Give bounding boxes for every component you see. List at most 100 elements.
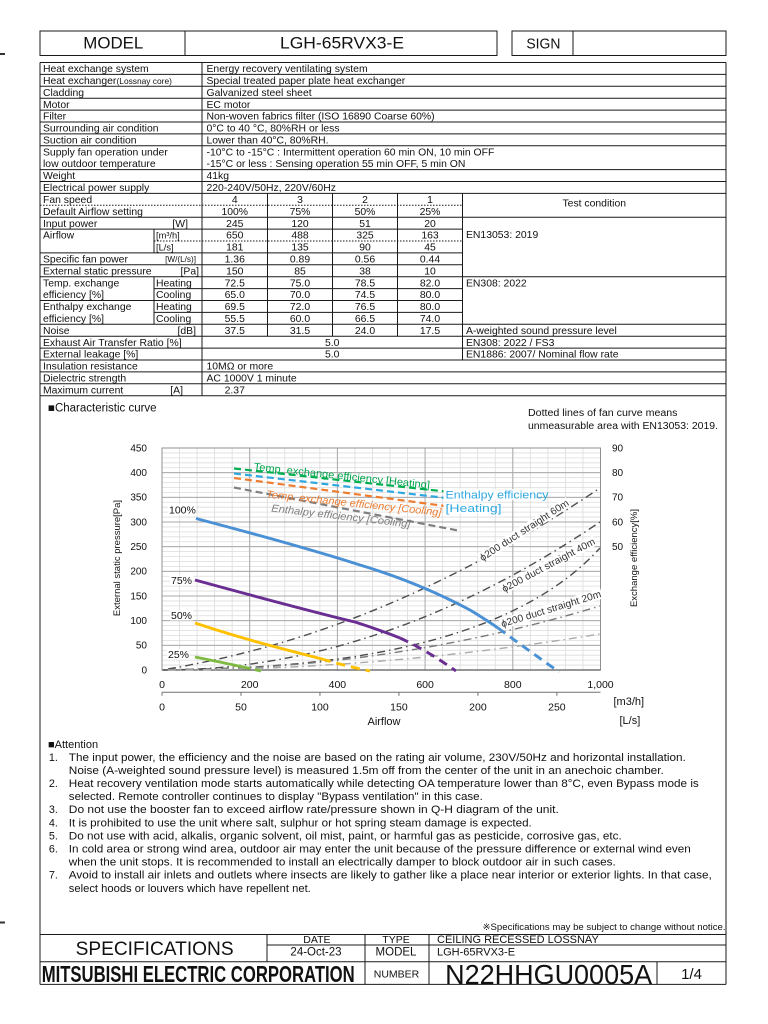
svg-text:[m3/h]: [m3/h] — [614, 696, 645, 708]
svg-text:Airflow: Airflow — [367, 716, 400, 728]
svg-text:75.0: 75.0 — [290, 278, 310, 289]
svg-text:Special treated paper plate he: Special treated paper plate heat exchang… — [207, 76, 406, 87]
svg-text:38: 38 — [359, 266, 371, 277]
svg-text:150: 150 — [130, 591, 147, 602]
svg-text:0: 0 — [159, 702, 165, 714]
svg-text:74.5: 74.5 — [355, 290, 375, 301]
svg-text:10MΩ or more: 10MΩ or more — [207, 362, 274, 373]
svg-text:250: 250 — [548, 702, 566, 714]
svg-text:85: 85 — [294, 266, 306, 277]
svg-text:2.: 2. — [49, 778, 58, 790]
svg-text:650: 650 — [226, 231, 244, 242]
svg-text:76.5: 76.5 — [355, 302, 375, 313]
svg-text:150: 150 — [390, 702, 408, 714]
svg-text:Airflow: Airflow — [43, 231, 75, 242]
svg-text:50: 50 — [136, 641, 148, 652]
svg-text:50%: 50% — [171, 610, 192, 622]
svg-text:SIGN: SIGN — [526, 35, 560, 52]
svg-text:EN308: 2022 / FS3: EN308: 2022 / FS3 — [466, 338, 555, 349]
svg-text:10: 10 — [424, 266, 436, 277]
svg-text:120: 120 — [291, 219, 309, 230]
svg-text:Surrounding air condition: Surrounding air condition — [43, 124, 159, 135]
svg-text:Supply fan operation under: Supply fan operation under — [43, 147, 168, 158]
svg-text:80: 80 — [612, 468, 624, 479]
svg-text:0°C to 40 °C, 80%RH or less: 0°C to 40 °C, 80%RH or less — [207, 124, 340, 135]
svg-text:It is prohibited to use the un: It is prohibited to use the unit where s… — [69, 817, 532, 829]
svg-text:LGH-65RVX3-E: LGH-65RVX3-E — [437, 946, 515, 958]
svg-text:3: 3 — [297, 195, 303, 206]
svg-text:when the unit stops. It is rec: when the unit stops. It is recommended t… — [68, 857, 616, 869]
svg-text:2: 2 — [362, 195, 368, 206]
svg-text:[Pa]: [Pa] — [181, 266, 200, 277]
svg-text:Heating: Heating — [156, 278, 192, 289]
svg-text:Heating: Heating — [156, 302, 192, 313]
svg-text:EN308: 2022: EN308: 2022 — [466, 279, 527, 290]
svg-text:78.5: 78.5 — [355, 278, 375, 289]
svg-text:AC 1000V 1 minute: AC 1000V 1 minute — [207, 373, 297, 384]
svg-text:17.5: 17.5 — [420, 326, 440, 337]
svg-text:(Lossnay core): (Lossnay core) — [117, 76, 173, 86]
svg-text:24.0: 24.0 — [355, 326, 375, 337]
svg-text:-10°C to -15°C : Intermittent: -10°C to -15°C : Intermittent operation … — [207, 147, 495, 158]
svg-text:5.0: 5.0 — [325, 350, 340, 361]
svg-text:0.56: 0.56 — [355, 254, 375, 265]
svg-text:70: 70 — [612, 493, 624, 504]
svg-text:100%: 100% — [221, 207, 248, 218]
svg-text:Dotted lines of fan curve mean: Dotted lines of fan curve means — [528, 408, 678, 419]
svg-text:[L/s]: [L/s] — [156, 243, 174, 253]
svg-text:Heat exchanger: Heat exchanger — [43, 76, 117, 87]
svg-text:Heat exchange system: Heat exchange system — [43, 64, 149, 75]
svg-text:[m³/h]: [m³/h] — [156, 231, 180, 241]
svg-text:DATE: DATE — [303, 934, 330, 946]
svg-text:[dB]: [dB] — [178, 326, 197, 337]
svg-text:1.: 1. — [49, 752, 58, 764]
svg-text:Enthalpy efficiency: Enthalpy efficiency — [446, 490, 550, 502]
svg-text:7.: 7. — [49, 870, 58, 882]
svg-text:MITSUBISHI ELECTRIC CORPORATIO: MITSUBISHI ELECTRIC CORPORATION — [42, 961, 355, 987]
svg-text:N22HHGU0005A: N22HHGU0005A — [445, 959, 652, 990]
svg-text:The input power, the efficienc: The input power, the efficiency and the … — [69, 752, 686, 764]
svg-text:Galvanized steel sheet: Galvanized steel sheet — [207, 88, 312, 99]
svg-text:Input power: Input power — [43, 219, 98, 230]
svg-text:325: 325 — [356, 231, 374, 242]
svg-text:[A]: [A] — [170, 385, 183, 396]
svg-text:488: 488 — [291, 231, 309, 242]
svg-text:efficiency [%]: efficiency [%] — [43, 290, 104, 301]
svg-text:250: 250 — [130, 542, 147, 553]
svg-text:-15°C or less : Sensing operat: -15°C or less : Sensing operation 55 min… — [207, 159, 466, 170]
svg-text:Cooling: Cooling — [156, 290, 191, 301]
svg-text:1,000: 1,000 — [587, 679, 613, 691]
svg-text:200: 200 — [130, 567, 147, 578]
svg-text:5.0: 5.0 — [325, 338, 340, 349]
svg-text:[W]: [W] — [172, 219, 188, 230]
svg-text:Motor: Motor — [43, 100, 70, 111]
svg-text:100: 100 — [130, 616, 147, 627]
svg-text:Filter: Filter — [43, 112, 67, 123]
svg-text:Do not use the booster fan to: Do not use the booster fan to exceed air… — [69, 804, 559, 816]
svg-text:0: 0 — [159, 679, 165, 691]
svg-text:350: 350 — [130, 493, 147, 504]
svg-text:External static pressure[Pa]: External static pressure[Pa] — [112, 500, 123, 616]
svg-text:50: 50 — [235, 702, 247, 714]
svg-text:65.0: 65.0 — [225, 290, 245, 301]
svg-text:300: 300 — [130, 517, 147, 528]
svg-text:※Specifications may be subject: ※Specifications may be subject to change… — [483, 922, 726, 932]
svg-text:Enthalpy exchange: Enthalpy exchange — [43, 302, 132, 313]
svg-text:90: 90 — [612, 443, 624, 454]
svg-text:Noise: Noise — [43, 326, 70, 337]
svg-text:37.5: 37.5 — [225, 326, 245, 337]
svg-text:51: 51 — [359, 219, 371, 230]
svg-text:72.0: 72.0 — [290, 302, 310, 313]
svg-text:TYPE: TYPE — [382, 934, 409, 946]
svg-text:MODEL: MODEL — [376, 946, 418, 958]
svg-text:55.5: 55.5 — [225, 314, 245, 325]
svg-text:External static pressure: External static pressure — [43, 266, 152, 277]
svg-text:low outdoor temperature: low outdoor temperature — [43, 159, 156, 170]
svg-text:Maximum current: Maximum current — [43, 385, 123, 396]
svg-text:200: 200 — [241, 679, 259, 691]
svg-text:1.36: 1.36 — [225, 254, 245, 265]
svg-text:90: 90 — [359, 243, 371, 254]
svg-text:0.89: 0.89 — [290, 254, 310, 265]
svg-text:A-weighted sound pressure leve: A-weighted sound pressure level — [466, 326, 617, 337]
svg-text:200: 200 — [469, 702, 487, 714]
